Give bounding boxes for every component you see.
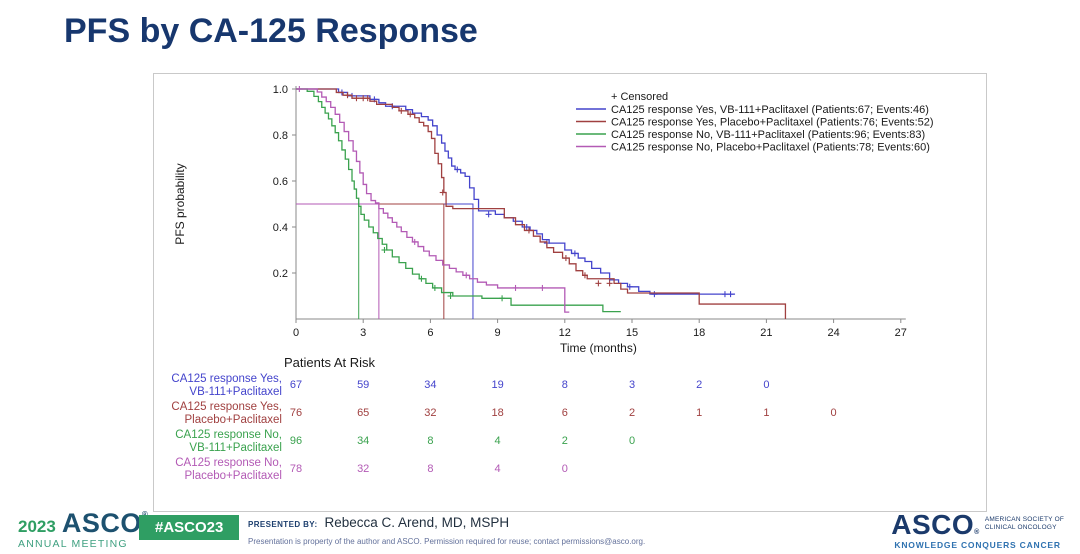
at-risk-row-label: CA125 response Yes, — [171, 373, 282, 385]
x-tick-label: 27 — [895, 327, 907, 339]
asco-tagline: KNOWLEDGE CONQUERS CANCER — [894, 540, 1061, 550]
at-risk-count: 0 — [629, 435, 635, 447]
at-risk-count: 32 — [424, 407, 436, 419]
at-risk-count: 0 — [763, 379, 769, 391]
at-risk-count: 76 — [290, 407, 302, 419]
presented-by-label: PRESENTED BY: — [248, 520, 318, 529]
median-line — [296, 203, 474, 319]
at-risk-count: 8 — [427, 463, 433, 475]
at-risk-count: 4 — [495, 435, 501, 447]
at-risk-row-label: VB-111+Paclitaxel — [189, 442, 282, 454]
median-line — [296, 203, 380, 319]
x-tick-label: 12 — [559, 327, 571, 339]
page-title: PFS by CA-125 Response — [64, 12, 478, 50]
y-tick-label: 0.2 — [273, 268, 288, 280]
at-risk-count: 0 — [831, 407, 837, 419]
legend-entry: CA125 response Yes, Placebo+Paclitaxel (… — [611, 117, 934, 129]
y-tick-label: 1.0 — [273, 84, 288, 96]
km-chart-panel: 0 3 6 9 12 15 18 21 24 27 0.2 0.4 0.6 0.8 1.0 Time (mon… — [153, 73, 987, 512]
hashtag-badge: #ASCO23 — [139, 515, 240, 540]
y-tick-label: 0.8 — [273, 130, 288, 142]
x-tick-label: 24 — [827, 327, 839, 339]
at-risk-count: 59 — [357, 379, 369, 391]
at-risk-count: 1 — [763, 407, 769, 419]
km-series — [296, 88, 787, 319]
legend-entry: CA125 response Yes, VB-111+Paclitaxel (P… — [611, 104, 929, 116]
at-risk-count: 2 — [629, 407, 635, 419]
logo-year: 2023 — [18, 517, 56, 536]
asco-annual-meeting-logo: 2023 ASCO® ANNUAL MEETING — [18, 508, 148, 551]
presenter-name: Rebecca C. Arend, MD, MSPH — [324, 515, 510, 530]
at-risk-count: 96 — [290, 435, 302, 447]
at-risk-count: 6 — [562, 407, 568, 419]
km-curve — [296, 88, 736, 295]
at-risk-count: 0 — [562, 463, 568, 475]
y-axis-label: PFS probability — [173, 163, 187, 244]
at-risk-count: 3 — [629, 379, 635, 391]
at-risk-row-label: CA125 response Yes, — [171, 401, 282, 413]
x-tick-label: 18 — [693, 327, 705, 339]
x-tick-label: 15 — [626, 327, 638, 339]
at-risk-row-label: Placebo+Paclitaxel — [185, 470, 283, 482]
median-line — [296, 203, 360, 319]
asco-society-logo: ASCO® AMERICAN SOCIETY OF CLINICAL ONCOL… — [891, 509, 1064, 551]
y-tick-label: 0.4 — [273, 222, 288, 234]
at-risk-row-label: CA125 response No, — [175, 457, 282, 469]
at-risk-count: 1 — [696, 407, 702, 419]
asco-logo-word: ASCO® — [61, 508, 148, 538]
permission-disclaimer: Presentation is property of the author a… — [248, 537, 646, 546]
at-risk-count: 2 — [696, 379, 702, 391]
at-risk-count: 4 — [495, 463, 501, 475]
at-risk-count: 8 — [562, 379, 568, 391]
at-risk-count: 18 — [491, 407, 503, 419]
asco-society-name: AMERICAN SOCIETY OF CLINICAL ONCOLOGY — [984, 516, 1064, 532]
median-reference-lines — [296, 203, 474, 319]
at-risk-row-label: Placebo+Paclitaxel — [185, 414, 283, 426]
at-risk-count: 34 — [424, 379, 436, 391]
at-risk-row-label: CA125 response No, — [175, 429, 282, 441]
at-risk-count: 78 — [290, 463, 302, 475]
at-risk-count: 65 — [357, 407, 369, 419]
x-tick-label: 0 — [293, 327, 299, 339]
at-risk-count: 2 — [562, 435, 568, 447]
legend-censored-label: + Censored — [611, 91, 668, 103]
asco-right-logo-word: ASCO® — [891, 509, 980, 540]
at-risk-count: 19 — [491, 379, 503, 391]
logo-subtitle: ANNUAL MEETING — [18, 538, 128, 550]
at-risk-title: Patients At Risk — [284, 355, 376, 370]
km-curve — [296, 88, 570, 313]
at-risk-row-label: VB-111+Paclitaxel — [189, 386, 282, 398]
presented-by: PRESENTED BY: Rebecca C. Arend, MD, MSPH — [248, 515, 509, 530]
km-series — [296, 86, 570, 313]
x-axis-label: Time (months) — [560, 341, 637, 355]
y-tick-label: 0.6 — [273, 176, 288, 188]
km-series — [296, 88, 621, 313]
x-tick-label: 3 — [360, 327, 366, 339]
median-line — [296, 203, 445, 319]
axes: 0 3 6 9 12 15 18 21 24 27 0.2 0.4 0.6 0.8 1.0 Time (mon… — [173, 84, 907, 355]
at-risk-count: 67 — [290, 379, 302, 391]
at-risk-count: 34 — [357, 435, 369, 447]
x-tick-label: 21 — [760, 327, 772, 339]
legend-entry: CA125 response No, VB-111+Paclitaxel (Pa… — [611, 129, 925, 141]
at-risk-count: 8 — [427, 435, 433, 447]
legend-entry: CA125 response No, Placebo+Paclitaxel (P… — [611, 142, 930, 154]
x-tick-label: 9 — [495, 327, 501, 339]
x-tick-label: 6 — [427, 327, 433, 339]
at-risk-count: 32 — [357, 463, 369, 475]
